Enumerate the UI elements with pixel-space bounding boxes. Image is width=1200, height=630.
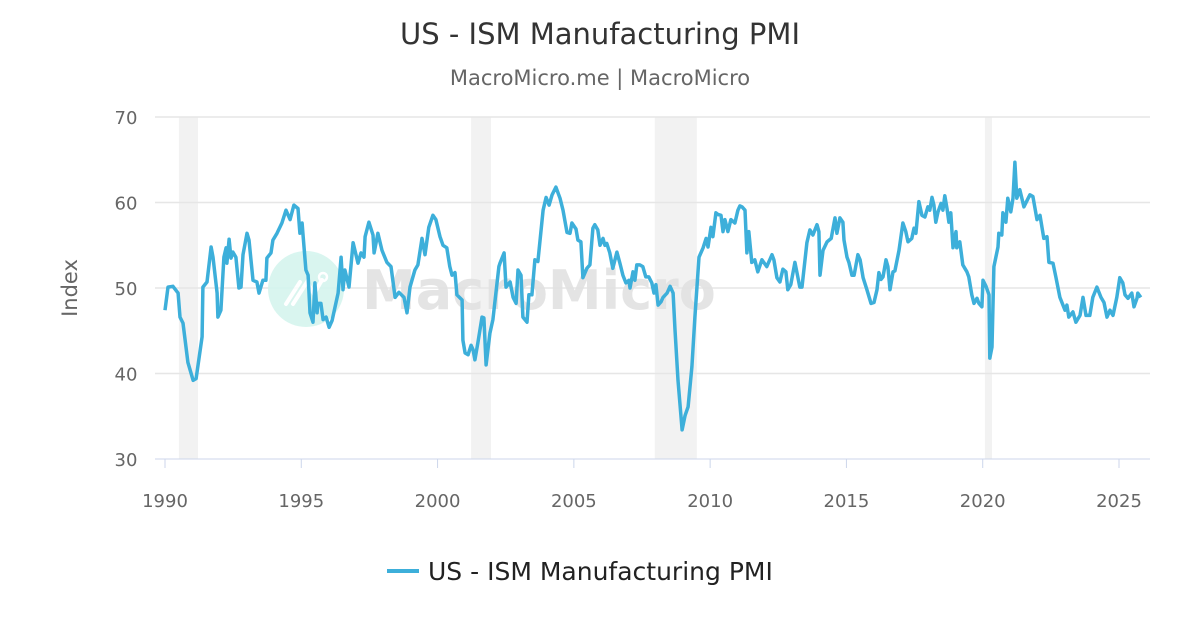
y-axis-label: Index <box>58 259 82 317</box>
y-axis: 30 40 50 60 70 <box>115 108 138 471</box>
watermark-logo-icon <box>268 251 344 327</box>
x-tick-label: 2015 <box>824 491 870 512</box>
watermark-mountain-icon <box>284 278 324 306</box>
x-tick-label: 2000 <box>415 491 461 512</box>
chart-title: US - ISM Manufacturing PMI <box>400 17 800 51</box>
legend-item[interactable]: US - ISM Manufacturing PMI <box>428 557 773 586</box>
y-tick-label: 60 <box>115 194 138 215</box>
y-tick-label: 50 <box>115 279 138 300</box>
x-tick-label: 2020 <box>960 491 1006 512</box>
y-tick-label: 30 <box>115 450 138 471</box>
legend[interactable]: US - ISM Manufacturing PMI <box>387 557 773 586</box>
x-tick-label: 2005 <box>551 491 597 512</box>
y-tick-label: 70 <box>115 108 138 129</box>
chart-subtitle: MacroMicro.me | MacroMicro <box>450 66 750 91</box>
y-tick-label: 40 <box>115 365 138 386</box>
watermark-dot-icon <box>317 271 329 283</box>
x-tick-label: 1995 <box>278 491 324 512</box>
x-tick-label: 1990 <box>142 491 188 512</box>
series-points <box>164 162 1141 430</box>
x-axis: 1990 1995 2000 2005 2010 2015 2020 2025 <box>142 459 1142 512</box>
x-tick-label: 2025 <box>1096 491 1142 512</box>
x-tick-label: 2010 <box>687 491 733 512</box>
